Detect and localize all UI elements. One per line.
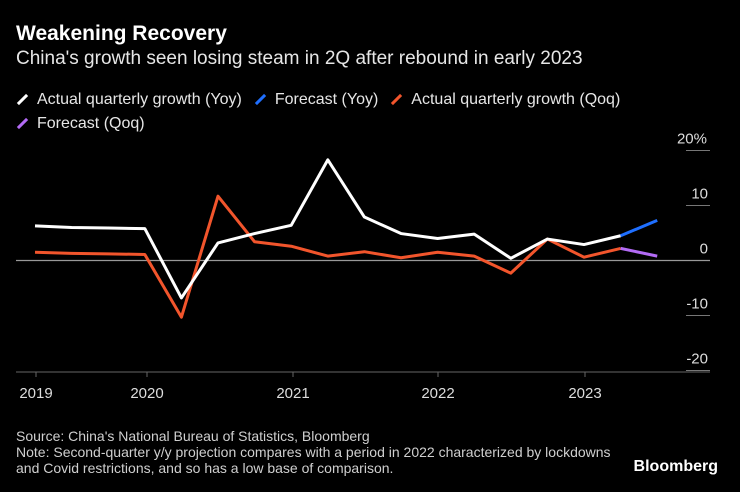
series-line-forecast-yoy- — [620, 218, 658, 238]
y-tick-label: -10 — [686, 296, 708, 313]
series-line-actual-quarterly-growth-qoq- — [34, 194, 621, 319]
y-tick-label: 0 — [700, 241, 708, 258]
legend-item: Forecast (Qoq) — [16, 113, 145, 134]
legend-label: Forecast (Yoy) — [274, 91, 379, 108]
legend-item: Actual quarterly growth (Qoq) — [390, 89, 620, 110]
bloomberg-logo: Bloomberg — [633, 458, 718, 475]
line-chart: 20% 10 0 -10 -20 2019 2020 2021 2022 2023 — [16, 131, 710, 402]
footnote: Source: China's National Bureau of Stati… — [16, 428, 616, 476]
chart-title: Weakening Recovery — [16, 22, 227, 45]
y-tick-label: 20% — [677, 131, 707, 148]
x-tick-label: 2019 — [19, 385, 52, 402]
legend-item: Actual quarterly growth (Yoy) — [16, 89, 242, 110]
legend-label: Forecast (Qoq) — [37, 115, 145, 132]
legend: Actual quarterly growth (Yoy) Forecast (Y… — [16, 86, 716, 134]
x-tick-label: 2021 — [276, 385, 309, 402]
x-tick-label: 2022 — [421, 385, 454, 402]
series-line-actual-quarterly-growth-yoy- — [34, 158, 621, 300]
y-tick-label: -20 — [686, 351, 708, 368]
series-line-forecast-qoq- — [620, 246, 658, 258]
x-tick-label: 2023 — [568, 385, 601, 402]
note-text: Note: Second-quarter y/y projection comp… — [16, 444, 611, 476]
y-tick-label: 10 — [691, 186, 708, 203]
legend-label: Actual quarterly growth (Yoy) — [37, 91, 242, 108]
source-text: Source: China's National Bureau of Stati… — [16, 428, 370, 444]
legend-label: Actual quarterly growth (Qoq) — [411, 91, 621, 108]
chart-subtitle: China's growth seen losing steam in 2Q a… — [16, 48, 583, 69]
legend-item: Forecast (Yoy) — [254, 89, 378, 110]
x-tick-label: 2020 — [130, 385, 163, 402]
